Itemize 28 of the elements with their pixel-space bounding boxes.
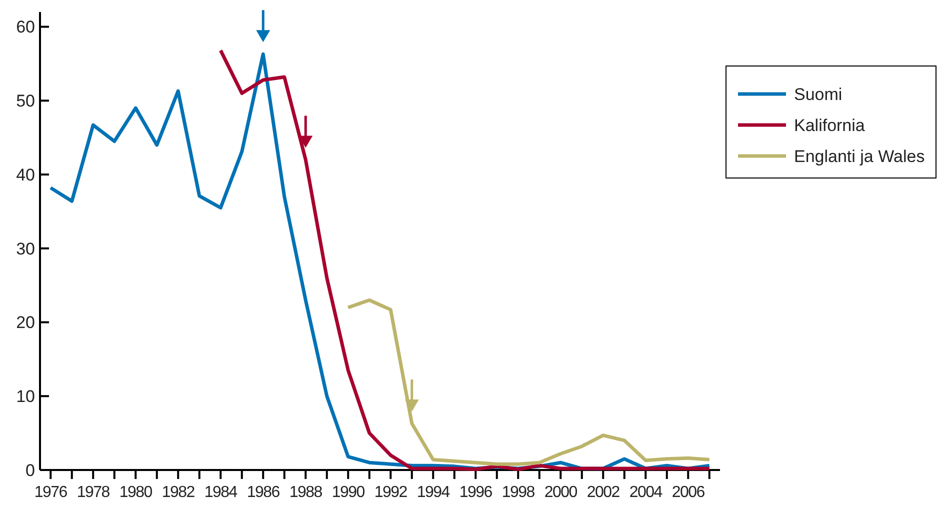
y-tick-label: 0 [26, 460, 35, 480]
y-tick-label: 60 [16, 18, 35, 37]
x-tick-label: 1990 [332, 484, 366, 501]
x-tick-label: 2004 [629, 484, 663, 501]
x-tick-label: 1998 [502, 484, 536, 501]
legend-label: Englanti ja Wales [794, 146, 925, 166]
x-tick-label: 1984 [204, 484, 238, 501]
x-tick-label: 2000 [544, 484, 578, 501]
y-tick-label: 30 [16, 239, 35, 258]
line-series [218, 48, 712, 472]
y-tick-label: 20 [16, 313, 35, 332]
x-tick-label: 1980 [119, 484, 153, 501]
x-tick-label: 1992 [374, 484, 408, 501]
legend-label: Suomi [794, 84, 842, 104]
x-tick-label: 1994 [416, 484, 450, 501]
x-tick-label: 1982 [162, 484, 196, 501]
legend-label: Kalifornia [794, 116, 866, 135]
x-tick-label: 2006 [672, 484, 706, 501]
y-tick-label: 40 [16, 165, 35, 184]
y-tick-label: 10 [16, 387, 35, 406]
x-tick-label: 1996 [459, 484, 493, 501]
x-tick-label: 1976 [34, 484, 68, 501]
x-tick-label: 1986 [246, 484, 280, 501]
line-series [346, 298, 712, 466]
x-tick-label: 2002 [586, 484, 620, 501]
x-tick-label: 1988 [289, 484, 323, 501]
y-tick-label: 50 [16, 92, 35, 111]
x-tick-label: 1978 [76, 484, 110, 501]
